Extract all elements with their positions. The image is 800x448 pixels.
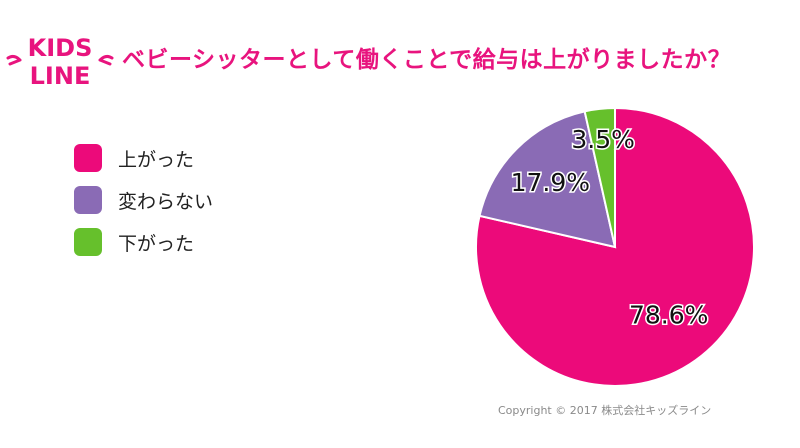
legend-swatch (74, 144, 102, 172)
pie-slice-label: 78.6% (629, 300, 708, 329)
legend-label: 変わらない (118, 190, 214, 213)
pie-slice-label: 3.5% (571, 125, 635, 154)
kidsline-logo: KIDS LINE (6, 34, 114, 90)
pie-slice (583, 106, 616, 248)
legend-label: 下がった (118, 232, 195, 255)
legend-label: 上がった (118, 148, 195, 171)
logo-figure-right-icon (98, 54, 114, 66)
pie-slice-label: 17.9% (511, 168, 590, 197)
logo-figure-left-icon (6, 54, 22, 66)
pie-slice (475, 106, 755, 387)
legend-swatch (74, 228, 102, 256)
logo-line2: LINE (30, 62, 91, 90)
pie-chart: 78.6% 17.9% 3.5% (475, 106, 755, 387)
logo-line1: KIDS (28, 34, 93, 62)
copyright-text: Copyright © 2017 株式会社キッズライン (498, 404, 712, 417)
page-title: ベビーシッターとして働くことで給与は上がりましたか？ (122, 47, 732, 73)
legend-swatch (74, 186, 102, 214)
pie-slice (478, 110, 617, 249)
legend-item: 上がった (74, 143, 213, 173)
legend-item: 下がった (74, 227, 213, 257)
chart-legend: 上がった変わらない下がった (74, 143, 213, 269)
legend-item: 変わらない (74, 185, 213, 215)
